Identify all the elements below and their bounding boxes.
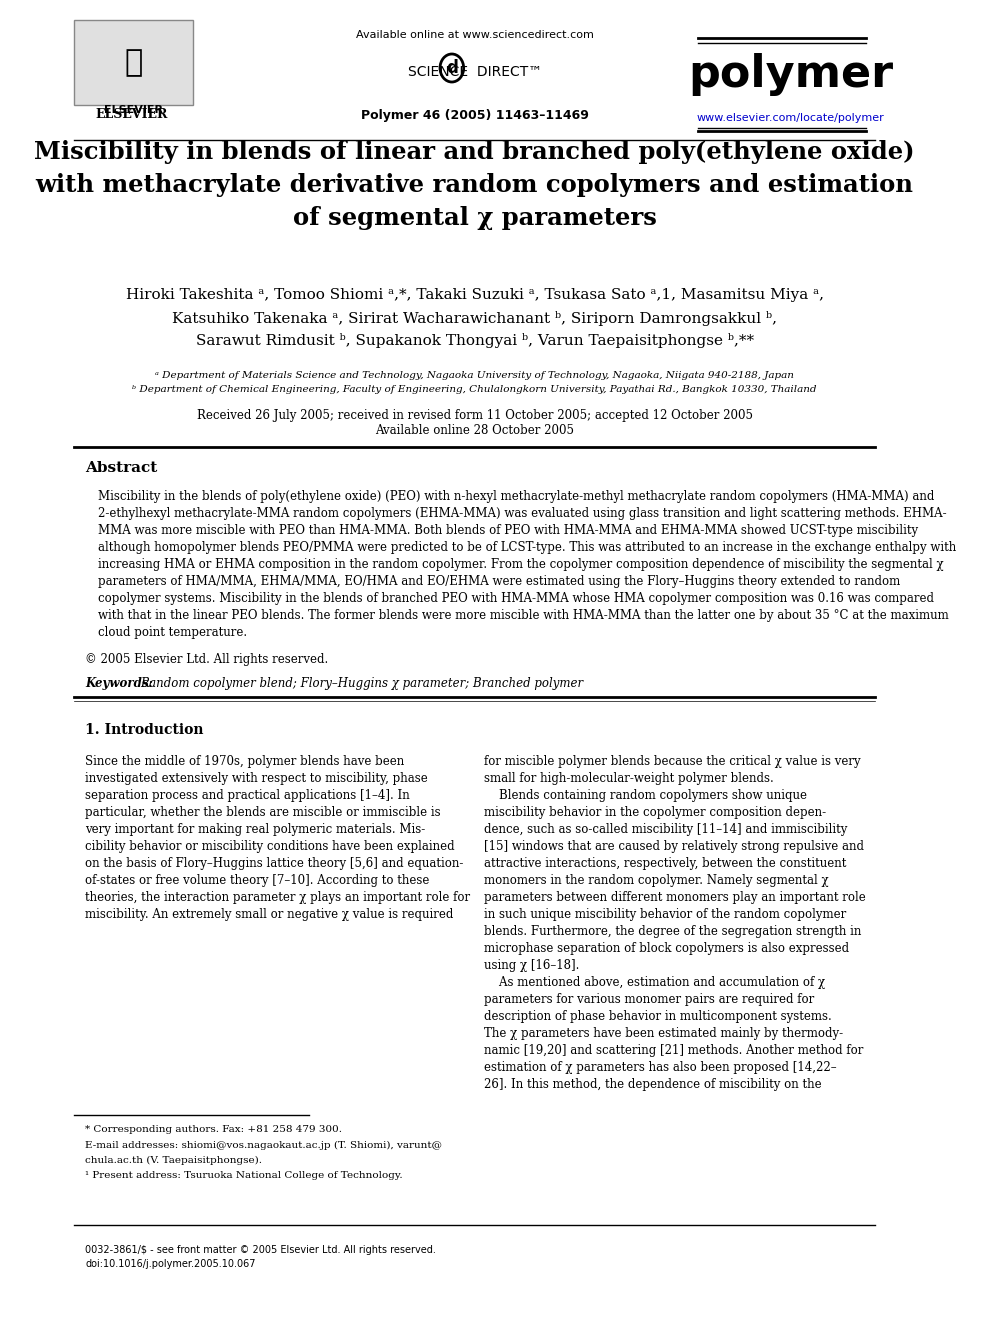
Text: polymer: polymer (687, 53, 893, 97)
Text: Received 26 July 2005; received in revised form 11 October 2005; accepted 12 Oct: Received 26 July 2005; received in revis… (196, 409, 753, 422)
Text: ᵇ Department of Chemical Engineering, Faculty of Engineering, Chulalongkorn Univ: ᵇ Department of Chemical Engineering, Fa… (132, 385, 816, 394)
Text: Available online at www.sciencedirect.com: Available online at www.sciencedirect.co… (356, 30, 593, 40)
Text: Random copolymer blend; Flory–Huggins χ parameter; Branched polymer: Random copolymer blend; Flory–Huggins χ … (140, 676, 583, 689)
Text: 1. Introduction: 1. Introduction (85, 722, 204, 737)
Text: chula.ac.th (V. Taepaisitphongse).: chula.ac.th (V. Taepaisitphongse). (85, 1155, 263, 1164)
Text: SCIENCE  DIRECT™: SCIENCE DIRECT™ (408, 65, 542, 79)
Text: ELSEVIER: ELSEVIER (104, 105, 163, 115)
Text: for miscible polymer blends because the critical χ value is very
small for high-: for miscible polymer blends because the … (484, 755, 866, 1091)
Text: Sarawut Rimdusit ᵇ, Supakanok Thongyai ᵇ, Varun Taepaisitphongse ᵇ,**: Sarawut Rimdusit ᵇ, Supakanok Thongyai ᵇ… (195, 333, 754, 348)
Text: ELSEVIER: ELSEVIER (95, 108, 168, 122)
Text: 🌳: 🌳 (124, 49, 143, 78)
Text: Miscibility in the blends of poly(ethylene oxide) (PEO) with n-hexyl methacrylat: Miscibility in the blends of poly(ethyle… (98, 490, 956, 639)
Text: Katsuhiko Takenaka ᵃ, Sirirat Wacharawichanant ᵇ, Siriporn Damrongsakkul ᵇ,: Katsuhiko Takenaka ᵃ, Sirirat Wacharawic… (173, 311, 777, 325)
Text: * Corresponding authors. Fax: +81 258 479 300.: * Corresponding authors. Fax: +81 258 47… (85, 1126, 342, 1135)
Text: Since the middle of 1970s, polymer blends have been
investigated extensively wit: Since the middle of 1970s, polymer blend… (85, 755, 470, 921)
Text: Available online 28 October 2005: Available online 28 October 2005 (375, 423, 574, 437)
Bar (74, 20, 192, 105)
Text: ¹ Present address: Tsuruoka National College of Technology.: ¹ Present address: Tsuruoka National Col… (85, 1171, 403, 1180)
Text: 0032-3861/$ - see front matter © 2005 Elsevier Ltd. All rights reserved.
doi:10.: 0032-3861/$ - see front matter © 2005 El… (85, 1245, 436, 1269)
Text: Abstract: Abstract (85, 460, 158, 475)
Text: Hiroki Takeshita ᵃ, Tomoo Shiomi ᵃ,*, Takaki Suzuki ᵃ, Tsukasa Sato ᵃ,1, Masamit: Hiroki Takeshita ᵃ, Tomoo Shiomi ᵃ,*, Ta… (126, 288, 823, 302)
Text: Miscibility in blends of linear and branched poly(ethylene oxide)
with methacryl: Miscibility in blends of linear and bran… (35, 139, 915, 230)
Text: Keywords:: Keywords: (85, 676, 154, 689)
Text: Polymer 46 (2005) 11463–11469: Polymer 46 (2005) 11463–11469 (361, 108, 588, 122)
Text: d: d (445, 60, 457, 77)
Text: ᵃ Department of Materials Science and Technology, Nagaoka University of Technolo: ᵃ Department of Materials Science and Te… (155, 370, 794, 380)
Text: www.elsevier.com/locate/polymer: www.elsevier.com/locate/polymer (696, 112, 884, 123)
Text: E-mail addresses: shiomi@vos.nagaokaut.ac.jp (T. Shiomi), varunt@: E-mail addresses: shiomi@vos.nagaokaut.a… (85, 1140, 442, 1150)
Text: © 2005 Elsevier Ltd. All rights reserved.: © 2005 Elsevier Ltd. All rights reserved… (85, 654, 328, 667)
